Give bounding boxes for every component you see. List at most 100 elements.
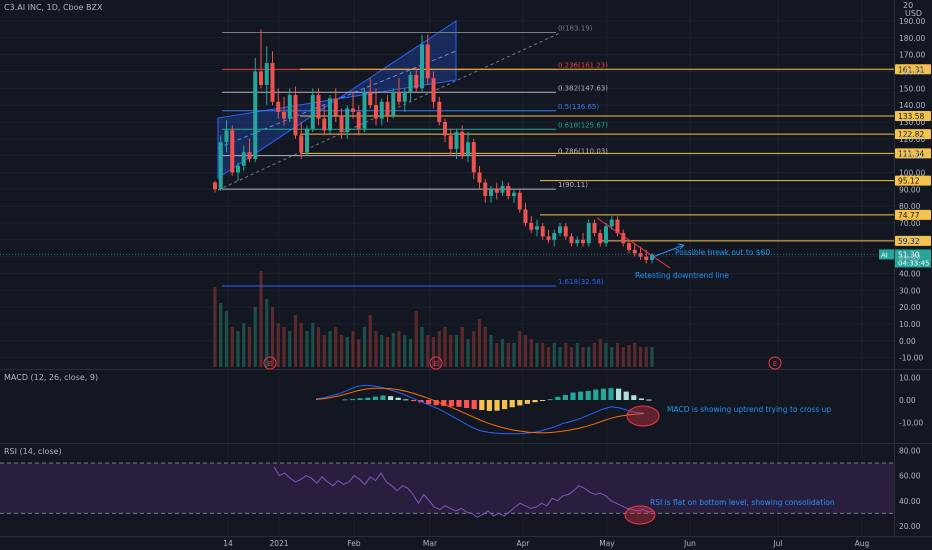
rsi-line [273, 466, 654, 518]
candle-body [213, 182, 217, 190]
fib-level-label: 1.618(32.58) [558, 278, 604, 286]
candle-body [523, 209, 528, 223]
volume-bar [247, 327, 252, 367]
horizontal-levels[interactable]: 161.31 133.58 122.82 111.34 95.12 74.77 59.32 [300, 64, 931, 246]
rsi-title[interactable]: RSI (14, close) [4, 447, 62, 456]
volume-bar [581, 347, 585, 367]
price-tick-label: 100.00 [899, 168, 925, 177]
candle-body [259, 71, 263, 85]
volume-bar [569, 347, 574, 367]
volume-bar [495, 343, 499, 367]
level-price-tag [895, 64, 931, 75]
macd-indicator: 10.00 0.00 -10.00 MACD is showing uptrend t… [315, 373, 923, 435]
candle-body [230, 130, 235, 173]
volume-bar [650, 347, 654, 367]
level-price-tag [895, 110, 931, 121]
fib-level-label: 0(183.19) [558, 24, 593, 32]
symbol-title[interactable]: C3.AI INC, 1D, Cboe BZX [4, 3, 103, 12]
volume-bar [230, 327, 234, 367]
trend-drawings[interactable]: Possible break out to $60 Retesting downt… [0, 217, 931, 370]
ticker-tag-text: AI [881, 251, 888, 259]
candle-body [299, 135, 304, 153]
candle-body [305, 128, 309, 153]
candle-body [236, 165, 240, 173]
volume-bar [362, 327, 367, 367]
candle-body [581, 239, 585, 244]
volume-bar [466, 339, 470, 367]
candle-body [489, 189, 493, 197]
candle-body [621, 233, 626, 244]
macd-histogram-bar [646, 399, 652, 401]
candle-body [322, 118, 327, 131]
corner-label: 20 [903, 1, 914, 10]
level-price-tag-text: 133.58 [898, 112, 924, 121]
candle-body [512, 192, 516, 197]
price-tick-label: 150.00 [899, 84, 925, 93]
candle-body [368, 91, 373, 106]
volume-bar [242, 323, 246, 367]
volume-bar [610, 347, 614, 367]
volume-bar [293, 315, 298, 367]
price-tick-label: 180.00 [899, 34, 925, 43]
candle-body [218, 142, 223, 190]
candle-body [385, 101, 390, 116]
macd-histogram-bar [448, 400, 454, 407]
macd-histogram-bar [456, 400, 462, 407]
level-price-tag [895, 175, 931, 186]
fib-level-label: 0.382(147.63) [558, 84, 608, 92]
candle-body [569, 236, 574, 244]
earnings-marker [263, 356, 277, 370]
candle-body [356, 111, 361, 129]
candle-body [345, 108, 350, 133]
macd-histogram-bar [388, 396, 394, 400]
volume-bar [357, 339, 361, 367]
currency-label: USD [905, 9, 923, 18]
price-tick-label: 0.00 [899, 337, 916, 346]
macd-tick-label: 10.00 [899, 373, 921, 382]
price-tick-label: 10.00 [899, 320, 921, 329]
time-tick-label: Feb [347, 539, 361, 548]
price-tick-label: 120.00 [899, 135, 925, 144]
candle-body [477, 172, 482, 183]
candle-body [627, 243, 631, 250]
macd-histogram-bar [555, 396, 561, 400]
macd-signal-line [315, 387, 645, 434]
last-price-text: 51.30 [898, 250, 920, 259]
candle-body [264, 63, 269, 85]
price-tick-label: 140.00 [899, 101, 925, 110]
candle-body [466, 142, 470, 156]
volume-bar [615, 343, 620, 367]
macd-title[interactable]: MACD (12, 26, close, 9) [4, 373, 99, 382]
time-tick-label: Aug [855, 539, 870, 548]
countdown-text: 04:33:45 [898, 259, 929, 267]
volume-bar [276, 323, 280, 367]
price-tick-label: 80.00 [899, 202, 921, 211]
volume-bar [627, 345, 631, 367]
candle-body [310, 95, 315, 129]
candle-body [431, 78, 436, 102]
candle-body [558, 226, 562, 234]
macd-histogram-bar [426, 400, 432, 405]
candle-body [293, 95, 298, 136]
volume-bar [408, 339, 413, 367]
macd-annotation: MACD is showing uptrend trying to cross … [667, 405, 831, 414]
level-price-tag [895, 235, 931, 246]
macd-histogram-bar [441, 400, 447, 406]
macd-histogram-bar [350, 399, 356, 401]
volume-bar [506, 343, 510, 367]
candle-body [414, 74, 419, 89]
fib-level-label: 1(90.11) [558, 181, 588, 189]
volume-bar [529, 339, 533, 367]
volume-bar [500, 339, 505, 367]
price-tick-label: 170.00 [899, 51, 925, 60]
macd-histogram-bar [486, 400, 492, 411]
candle-body [540, 226, 545, 237]
candle-body [316, 95, 321, 119]
rsi-indicator: 80.00 60.00 40.00 20.00 RSI is flat on botto… [273, 446, 921, 531]
volume-bar [322, 335, 326, 367]
volume-bar [288, 331, 292, 367]
candlestick-series [213, 29, 654, 264]
time-tick-label: 2021 [269, 539, 288, 548]
earnings-marker-label: E [434, 360, 438, 368]
